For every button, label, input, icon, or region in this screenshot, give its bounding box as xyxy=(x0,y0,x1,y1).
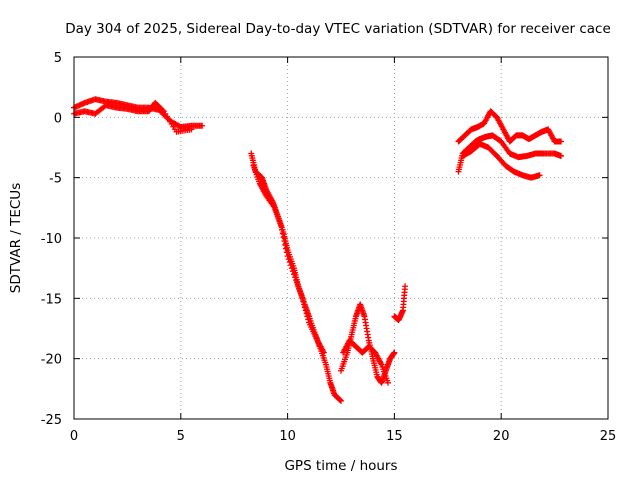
data-point xyxy=(281,238,288,245)
data-point xyxy=(289,268,296,275)
data-point xyxy=(291,271,298,278)
data-point xyxy=(303,310,310,317)
data-point xyxy=(159,107,166,114)
data-point xyxy=(391,349,398,356)
series-segment-3b xyxy=(340,337,391,386)
y-tick-label: 5 xyxy=(54,51,62,66)
data-point xyxy=(305,316,312,323)
x-tick-label: 10 xyxy=(279,429,296,444)
y-tick-label: -15 xyxy=(41,292,62,307)
data-point xyxy=(199,122,206,129)
data-point xyxy=(283,249,290,256)
y-tick-label: -20 xyxy=(41,353,62,368)
y-tick-label: -10 xyxy=(41,232,62,247)
grid xyxy=(74,57,608,419)
data-point xyxy=(280,234,287,241)
data-point xyxy=(299,295,306,302)
series-segment-4 xyxy=(391,283,409,324)
series-segment-5b xyxy=(455,108,565,145)
x-tick-label: 5 xyxy=(177,429,185,444)
data-marks xyxy=(71,96,565,404)
data-point xyxy=(278,222,285,229)
series-segment-5c xyxy=(459,140,543,181)
data-point xyxy=(302,307,309,314)
data-point xyxy=(301,304,308,311)
data-point xyxy=(288,265,295,272)
y-axis-label: SDTVAR / TECUs xyxy=(8,183,24,293)
y-tick-label: -5 xyxy=(49,172,62,187)
data-point xyxy=(338,397,344,404)
series-segment-1b xyxy=(71,99,195,135)
data-point xyxy=(285,256,292,263)
data-point xyxy=(320,349,327,356)
data-point xyxy=(301,301,308,308)
data-point xyxy=(402,283,409,290)
x-tick-label: 0 xyxy=(70,429,78,444)
data-point xyxy=(284,253,291,260)
data-point xyxy=(536,172,543,179)
data-point xyxy=(292,274,299,281)
chart-title: Day 304 of 2025, Sidereal Day-to-day VTE… xyxy=(65,21,611,37)
data-point xyxy=(558,138,565,145)
axis-ticks: 0 5 10 15 20 25 5 0 -5 -10 -15 -20 -25 xyxy=(41,51,617,444)
data-point xyxy=(278,226,285,233)
x-axis-label: GPS time / hours xyxy=(284,458,397,474)
data-point xyxy=(384,379,391,386)
series-segment-2b xyxy=(250,162,327,356)
data-point xyxy=(337,397,344,404)
data-point xyxy=(287,262,294,269)
data-point xyxy=(558,152,565,159)
data-point xyxy=(282,241,289,248)
data-point xyxy=(300,298,307,305)
data-point xyxy=(286,259,293,266)
y-tick-label: 0 xyxy=(54,111,62,126)
data-point xyxy=(279,230,286,237)
x-tick-label: 20 xyxy=(493,429,510,444)
data-point xyxy=(304,313,311,320)
data-point xyxy=(282,245,289,252)
x-tick-label: 15 xyxy=(386,429,403,444)
y-tick-label: -25 xyxy=(41,413,62,428)
data-point xyxy=(188,126,195,133)
x-tick-label: 25 xyxy=(600,429,617,444)
